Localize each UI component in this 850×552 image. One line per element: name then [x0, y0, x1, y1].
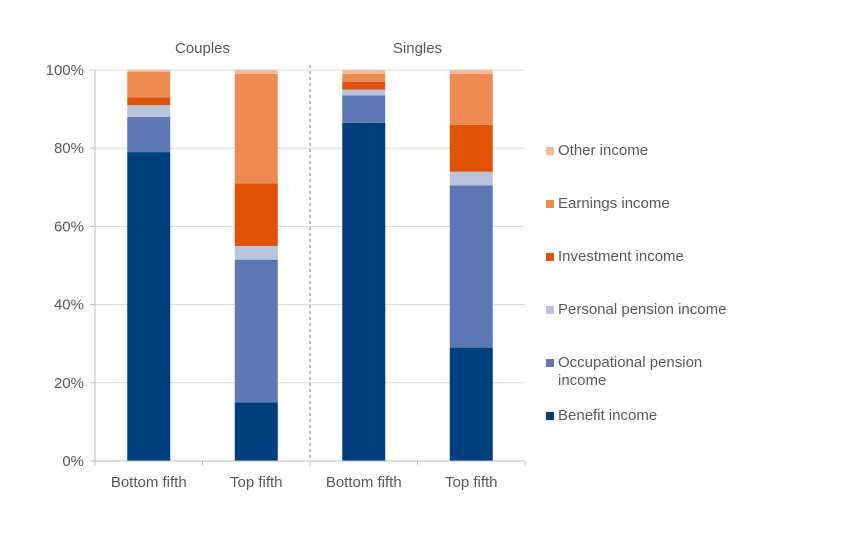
group-label: Couples [175, 40, 230, 57]
x-tick-label: Bottom fifth [326, 474, 402, 491]
y-tick-label: 100% [46, 62, 84, 79]
legend-label: Occupational pension income [558, 354, 703, 389]
legend-swatch [546, 359, 554, 367]
bar-segment [234, 183, 278, 246]
legend-item: Earnings income [546, 195, 748, 213]
legend-item: Occupational pension income [546, 354, 748, 390]
x-tick-label: Bottom fifth [111, 474, 187, 491]
legend-label: Benefit income [558, 407, 658, 424]
bar-segment [449, 70, 493, 74]
legend-label: Other income [558, 142, 649, 159]
bar-segment [449, 347, 493, 461]
bar-segment [127, 105, 171, 117]
bar-segment [342, 122, 386, 461]
x-tick-label: Top fifth [445, 474, 498, 491]
legend-item: Benefit income [546, 407, 748, 425]
legend-swatch [546, 253, 554, 261]
bar-segment [342, 81, 386, 90]
bar-segment [127, 71, 171, 98]
legend-item: Investment income [546, 248, 748, 266]
y-tick-label: 20% [54, 375, 84, 392]
bar-segment [127, 97, 171, 106]
bar-segment [449, 124, 493, 172]
bar-segment [234, 70, 278, 74]
bar-segment [342, 89, 386, 96]
y-tick-label: 60% [54, 218, 84, 235]
group-labels: Couples Singles [175, 40, 442, 57]
legend-item: Personal pension income [546, 301, 748, 319]
bar-segment [342, 95, 386, 123]
legend-item: Other income [546, 142, 748, 160]
bar-segment [342, 70, 386, 74]
bar-segment [449, 73, 493, 125]
x-axis-ticks: Bottom fifth Top fifth Bottom fifth Top fif… [111, 474, 498, 491]
legend-label: Personal pension income [558, 301, 727, 318]
y-tick-label: 0% [62, 453, 84, 470]
x-tick-label: Top fifth [230, 474, 283, 491]
legend-label: Earnings income [558, 195, 670, 212]
bar-segment [127, 116, 171, 153]
y-tick-label: 40% [54, 297, 84, 314]
legend-swatch [546, 306, 554, 314]
bar-segment [127, 152, 171, 462]
bar-segment [127, 70, 171, 72]
legend-swatch [546, 412, 554, 420]
bar-segment [234, 402, 278, 461]
y-tick-label: 80% [54, 140, 84, 157]
y-axis-ticks: 0% 20% 40% 60% 80% 100% [46, 62, 84, 470]
group-label: Singles [393, 40, 442, 57]
bar-segment [234, 245, 278, 260]
axes [90, 65, 526, 466]
bar-segment [234, 73, 278, 184]
bar-segment [342, 73, 386, 82]
bar-segment [234, 259, 278, 403]
bar-segment [449, 185, 493, 348]
legend-swatch [546, 200, 554, 208]
legend-swatch [546, 147, 554, 155]
bar-segment [449, 171, 493, 186]
bars [127, 70, 493, 462]
legend-label: Investment income [558, 248, 684, 265]
